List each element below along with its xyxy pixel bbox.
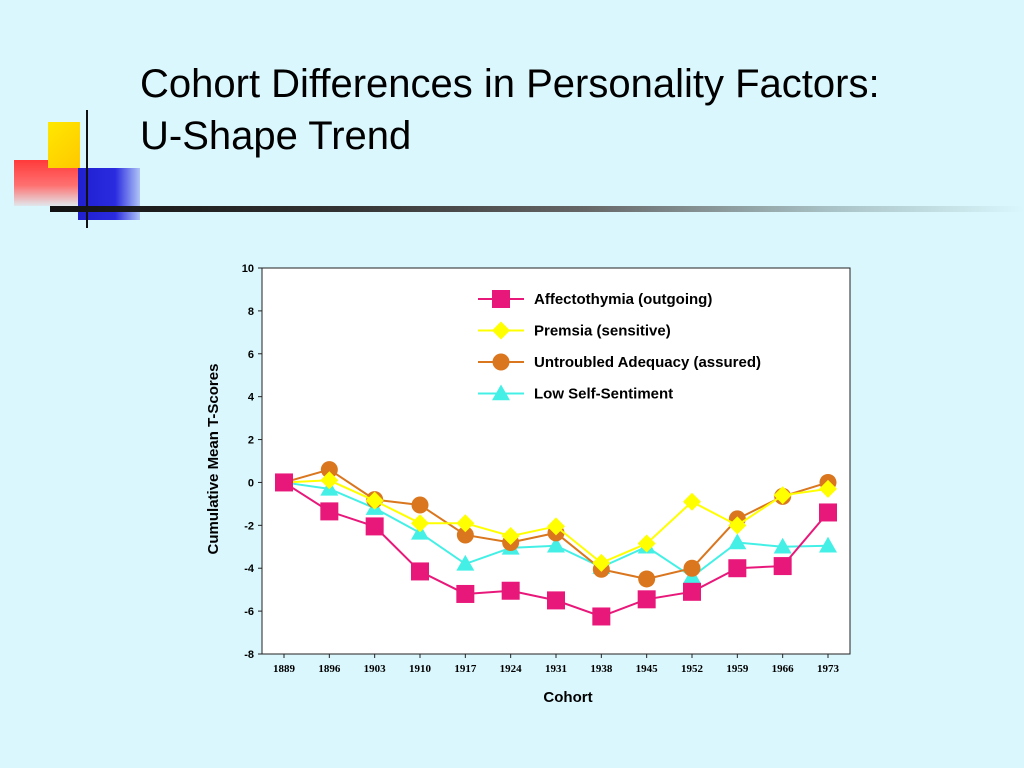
y-tick-label: 6 [248, 349, 254, 361]
data-point-diamond [728, 516, 747, 535]
data-point-square [320, 502, 339, 521]
data-point-square [547, 591, 565, 610]
x-axis: 1889 1896 1903 1910 1917 1924 1931 1938 1945 1952… [273, 654, 840, 675]
data-point-square [592, 607, 611, 626]
data-point-circle [683, 559, 701, 577]
data-point-triangle [728, 533, 747, 550]
data-point-diamond [365, 491, 384, 510]
data-point-triangle [456, 554, 475, 571]
legend-label: Low Self-Sentiment [534, 386, 673, 403]
data-point-square [728, 559, 747, 578]
data-point-circle [320, 461, 338, 479]
data-point-square [365, 517, 384, 536]
x-tick-label: 1966 [772, 663, 795, 675]
series-square [275, 473, 837, 626]
data-point-diamond [501, 527, 520, 546]
legend-item: Affectothymia (outgoing) [478, 290, 712, 308]
slide-title-line-1: Cohort Differences in Personality Factor… [140, 62, 880, 106]
x-axis-title: Cohort [543, 689, 592, 706]
y-tick-label: -4 [244, 563, 255, 575]
data-point-diamond [592, 553, 611, 572]
y-tick-label: -2 [244, 520, 254, 532]
data-point-triangle [819, 536, 837, 553]
data-point-diamond [773, 486, 792, 505]
legend-item: Premsia (sensitive) [478, 321, 671, 340]
data-point-circle [456, 526, 474, 544]
data-point-triangle [773, 537, 792, 554]
data-point-diamond [547, 517, 565, 536]
data-point-square [637, 590, 656, 609]
decorative-yellow-square [48, 122, 80, 168]
y-tick-label: -8 [244, 649, 254, 661]
legend-label: Untroubled Adequacy (assured) [534, 354, 761, 371]
y-tick-label: 0 [248, 477, 254, 489]
slide-title: Cohort Differences in Personality Factor… [140, 58, 880, 162]
legend-marker-triangle [492, 384, 510, 401]
decorative-vertical-line [86, 110, 88, 228]
data-point-diamond [320, 471, 339, 490]
x-tick-label: 1931 [545, 663, 567, 675]
data-point-diamond [411, 514, 429, 533]
chart: 10 8 6 4 2 0 -2 -4 -6 -8 1889 1896 1903 1910 1917 1924… [200, 255, 860, 715]
data-point-square [683, 582, 701, 601]
slide-title-line-2: U-Shape Trend [140, 114, 412, 158]
plot-background [261, 267, 851, 655]
legend-marker-circle [492, 353, 510, 371]
series-diamond [275, 471, 837, 572]
data-point-square [456, 584, 475, 603]
data-point-diamond [683, 492, 701, 511]
x-tick-label: 1910 [409, 663, 432, 675]
data-point-square [411, 562, 429, 581]
data-point-square [819, 503, 837, 522]
data-point-diamond [637, 534, 656, 553]
legend-marker-diamond [492, 321, 510, 340]
y-axis: 10 8 6 4 2 0 -2 -4 -6 -8 [242, 263, 262, 661]
legend-item: Low Self-Sentiment [478, 384, 673, 403]
x-tick-label: 1903 [364, 663, 387, 675]
y-tick-label: 2 [248, 435, 254, 447]
y-axis-title: Cumulative Mean T-Scores [205, 364, 222, 555]
legend: Affectothymia (outgoing) Premsia (sensiti… [478, 290, 761, 403]
y-tick-label: 8 [248, 306, 254, 318]
data-point-square [275, 473, 293, 492]
data-point-diamond [819, 479, 837, 498]
x-tick-label: 1973 [817, 663, 840, 675]
y-tick-label: 4 [248, 392, 255, 404]
legend-label: Affectothymia (outgoing) [534, 291, 712, 308]
x-tick-label: 1938 [590, 663, 613, 675]
title-underline [50, 206, 1024, 212]
plot-area [261, 267, 851, 655]
data-point-circle [638, 570, 656, 588]
data-point-square [501, 581, 520, 600]
legend-item: Untroubled Adequacy (assured) [478, 353, 761, 371]
x-tick-label: 1889 [273, 663, 296, 675]
x-tick-label: 1917 [454, 663, 477, 675]
series-layer [275, 461, 837, 626]
y-tick-label: -6 [244, 606, 254, 618]
legend-label: Premsia (sensitive) [534, 323, 671, 340]
x-tick-label: 1945 [636, 663, 659, 675]
data-point-circle [411, 496, 429, 514]
x-tick-label: 1896 [318, 663, 341, 675]
legend-marker-square [492, 290, 510, 308]
x-tick-label: 1924 [500, 663, 522, 675]
x-tick-label: 1959 [726, 663, 749, 675]
data-point-square [773, 557, 792, 576]
line-chart-svg: 10 8 6 4 2 0 -2 -4 -6 -8 1889 1896 1903 1910 1917 1924… [205, 263, 851, 706]
data-point-diamond [456, 514, 475, 533]
x-tick-label: 1952 [681, 663, 704, 675]
data-point-triangle [547, 536, 565, 553]
y-tick-label: 10 [242, 263, 254, 275]
